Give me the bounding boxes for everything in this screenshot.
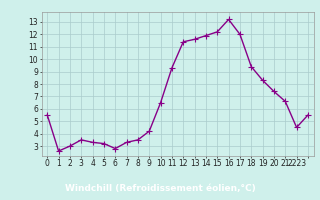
Text: Windchill (Refroidissement éolien,°C): Windchill (Refroidissement éolien,°C) bbox=[65, 184, 255, 193]
